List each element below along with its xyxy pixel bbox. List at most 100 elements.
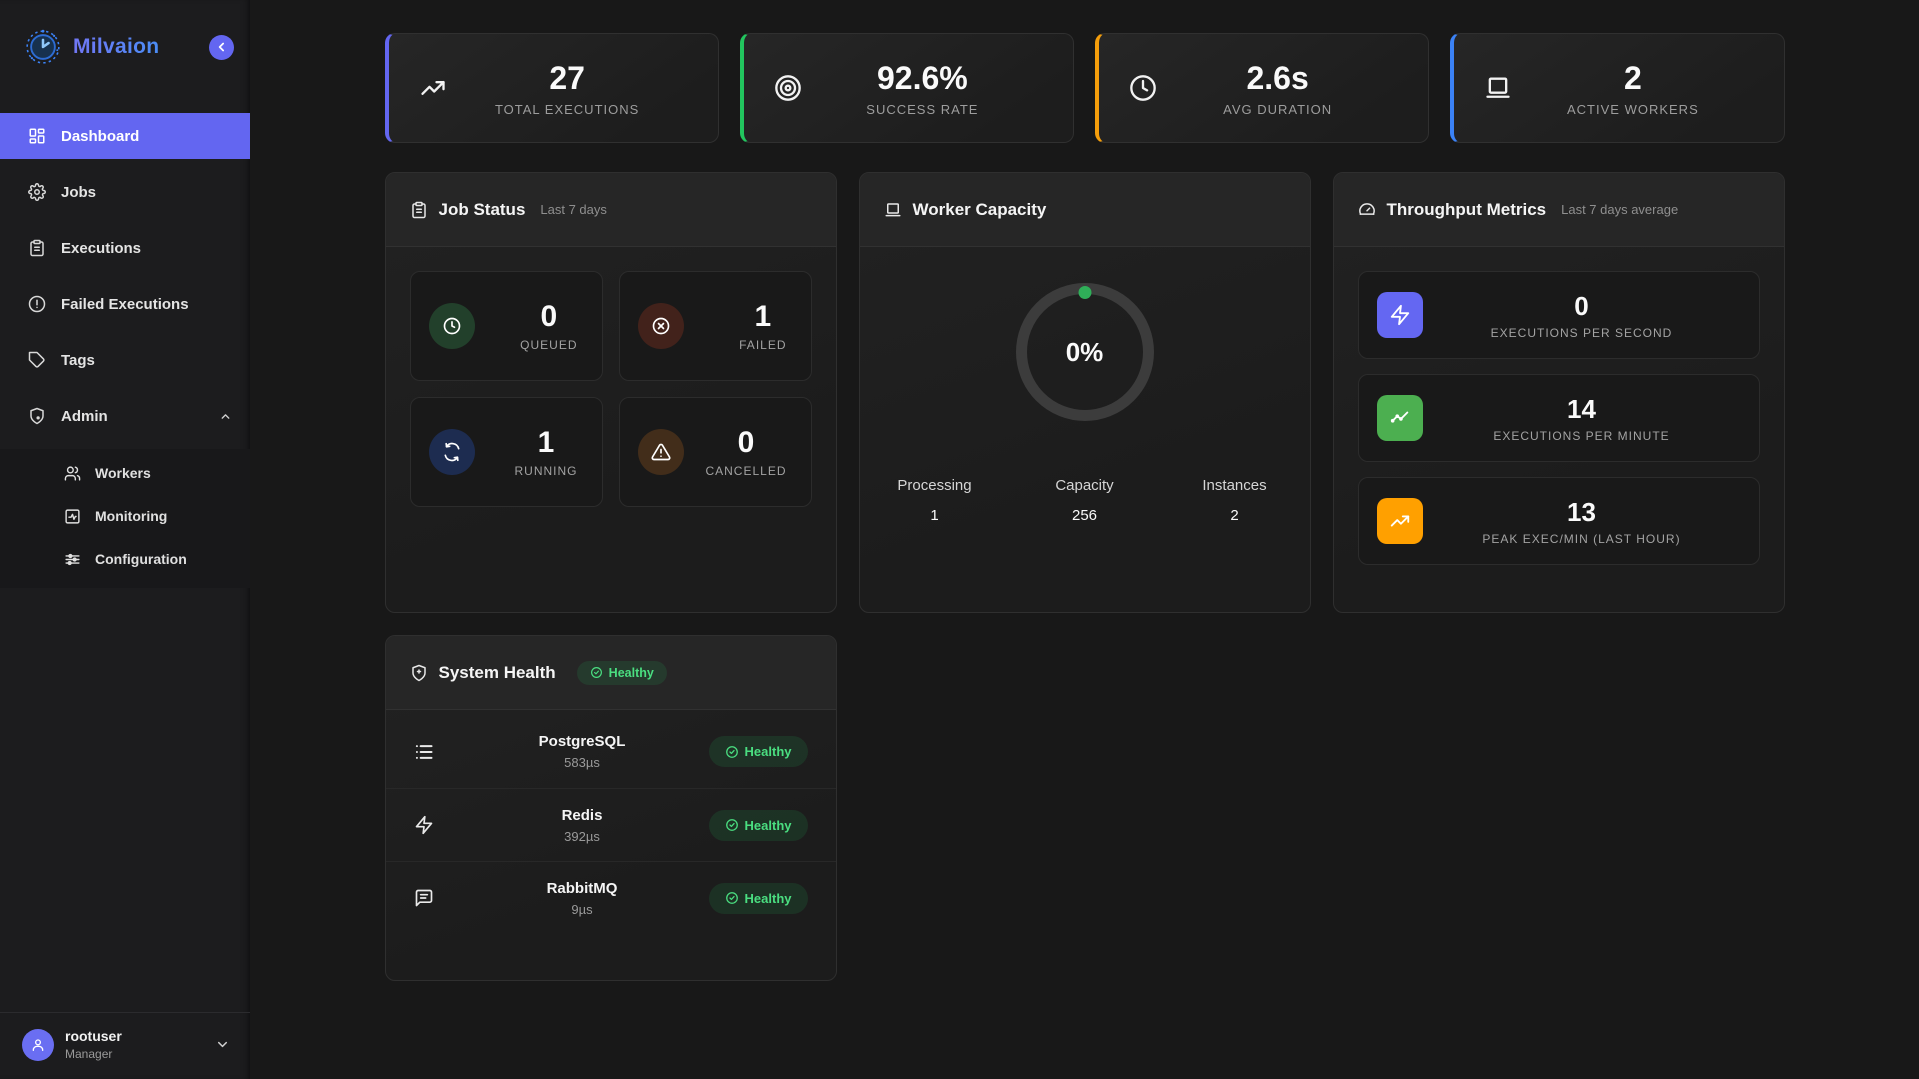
overall-health-label: Healthy: [608, 665, 654, 680]
service-name: RabbitMQ: [546, 879, 618, 897]
stat-value: 2: [1623, 59, 1642, 96]
service-health-label: Healthy: [744, 817, 792, 833]
throughput-rows: 0 EXECUTIONS PER SECOND 14 EXECUTIONS PE…: [1334, 247, 1784, 589]
capacity-stat-value: 1: [930, 507, 939, 524]
zap-icon: [414, 815, 456, 835]
sidebar-collapse-button[interactable]: [209, 34, 234, 60]
clock-icon: [1129, 74, 1157, 102]
service-name: Redis: [561, 806, 603, 824]
users-icon: [64, 465, 81, 482]
sidebar-item-label: Workers: [95, 465, 151, 481]
stat-value: 92.6%: [877, 59, 968, 96]
stat-card-total-executions: 27 TOTAL EXECUTIONS: [384, 33, 719, 143]
tile-value: 1: [754, 300, 772, 333]
laptop-icon: [884, 201, 902, 219]
check-circle-icon: [725, 745, 739, 759]
check-circle-icon: [725, 818, 739, 832]
sidebar-item-jobs[interactable]: Jobs: [0, 169, 250, 215]
server-icon: [414, 742, 456, 762]
sidebar-item-failed-executions[interactable]: Failed Executions: [0, 281, 250, 327]
capacity-stat-label: Instances: [1202, 477, 1267, 494]
chevron-left-icon: [215, 40, 229, 54]
sidebar-nav: Dashboard Jobs Executions Failed Executi…: [0, 113, 250, 588]
panel-subtitle: Last 7 days: [540, 202, 607, 217]
sidebar-item-label: Configuration: [95, 551, 187, 567]
system-health-panel: System Health Healthy PostgreSQL 583µs: [384, 635, 837, 981]
stat-card-active-workers: 2 ACTIVE WORKERS: [1450, 33, 1785, 143]
user-role: Manager: [65, 1047, 113, 1061]
throughput-value: 0: [1574, 290, 1589, 321]
panel-title: Throughput Metrics: [1386, 199, 1547, 219]
health-row-postgresql: PostgreSQL 583µs Healthy: [386, 715, 836, 788]
sidebar-item-dashboard[interactable]: Dashboard: [0, 113, 250, 159]
tile-label: RUNNING: [514, 464, 578, 478]
service-health-badge: Healthy: [708, 809, 808, 841]
stat-label: TOTAL EXECUTIONS: [494, 101, 640, 117]
capacity-stat-value: 256: [1071, 507, 1098, 524]
trending-up-icon: [419, 74, 447, 102]
system-health-rows: PostgreSQL 583µs Healthy R: [385, 710, 836, 939]
service-latency: 392µs: [564, 828, 600, 844]
job-status-tiles: 0 QUEUED 1 FAILED: [386, 247, 836, 531]
tile-cancelled: 0 CANCELLED: [618, 397, 812, 507]
capacity-stat-value: 2: [1230, 507, 1239, 524]
activity-icon: [64, 508, 81, 525]
tile-queued: 0 QUEUED: [409, 271, 603, 381]
user-menu[interactable]: rootuser Manager: [0, 1012, 250, 1079]
worker-capacity-header: Worker Capacity: [859, 173, 1310, 247]
panels-row: Job Status Last 7 days 0 QUEUED: [384, 172, 1785, 613]
health-row-rabbitmq: RabbitMQ 9µs Healthy: [385, 861, 836, 934]
tag-icon: [28, 351, 46, 369]
job-status-header: Job Status Last 7 days: [385, 173, 836, 247]
brand-title: Milvaion: [73, 35, 160, 58]
tile-failed: 1 FAILED: [618, 271, 812, 381]
message-icon: [414, 888, 456, 908]
capacity-stat-label: Processing: [897, 477, 972, 494]
sidebar-item-configuration[interactable]: Configuration: [0, 539, 250, 579]
stats-row: 27 TOTAL EXECUTIONS 92.6% SUCCESS RATE: [384, 33, 1785, 143]
stat-label: AVG DURATION: [1223, 101, 1333, 117]
sidebar-item-label: Executions: [61, 239, 142, 257]
throughput-row-per-minute: 14 EXECUTIONS PER MINUTE: [1357, 374, 1760, 462]
stat-value: 27: [549, 59, 585, 96]
laptop-icon: [1484, 74, 1512, 102]
capacity-donut: 0%: [1015, 283, 1154, 421]
stat-card-avg-duration: 2.6s AVG DURATION: [1095, 33, 1430, 143]
sidebar-item-label: Jobs: [61, 183, 97, 201]
trending-up-icon: [1376, 498, 1423, 544]
dashboard-icon: [28, 127, 46, 145]
service-health-label: Healthy: [744, 890, 792, 906]
panel-title: System Health: [438, 662, 556, 682]
sidebar-item-tags[interactable]: Tags: [0, 337, 250, 383]
tile-label: QUEUED: [520, 338, 578, 352]
main-content: 27 TOTAL EXECUTIONS 92.6% SUCCESS RATE: [250, 0, 1919, 1079]
throughput-row-per-second: 0 EXECUTIONS PER SECOND: [1357, 271, 1760, 359]
throughput-label: EXECUTIONS PER MINUTE: [1493, 428, 1670, 443]
clock-icon: [428, 303, 475, 349]
tile-running: 1 RUNNING: [409, 397, 603, 507]
clipboard-icon: [28, 239, 46, 257]
tile-value: 0: [540, 300, 558, 333]
x-circle-icon: [637, 303, 684, 349]
service-name: PostgreSQL: [538, 733, 626, 750]
tile-value: 0: [737, 426, 755, 459]
gear-icon: [28, 183, 46, 201]
activity-icon: [1376, 395, 1423, 441]
sidebar-item-executions[interactable]: Executions: [0, 225, 250, 271]
service-health-badge: Healthy: [708, 882, 808, 914]
sidebar-item-label: Admin: [61, 407, 108, 425]
service-latency: 583µs: [564, 755, 600, 770]
sidebar-item-workers[interactable]: Workers: [0, 453, 250, 493]
sidebar-item-admin[interactable]: Admin: [0, 393, 250, 439]
worker-capacity-body: 0% Processing 1 Capacity 256 Instances: [860, 247, 1310, 524]
throughput-header: Throughput Metrics Last 7 days average: [1333, 173, 1784, 247]
stat-label: SUCCESS RATE: [866, 101, 979, 117]
refresh-icon: [428, 429, 475, 475]
sidebar-item-monitoring[interactable]: Monitoring: [0, 496, 250, 536]
sidebar-item-label: Tags: [61, 351, 95, 369]
health-row-redis: Redis 392µs Healthy: [385, 788, 836, 861]
alert-circle-icon: [28, 295, 46, 313]
sidebar-item-label: Monitoring: [95, 508, 168, 524]
chevron-up-icon: [219, 410, 232, 423]
sidebar: Milvaion Dashboard Jobs Executions: [0, 0, 250, 1079]
